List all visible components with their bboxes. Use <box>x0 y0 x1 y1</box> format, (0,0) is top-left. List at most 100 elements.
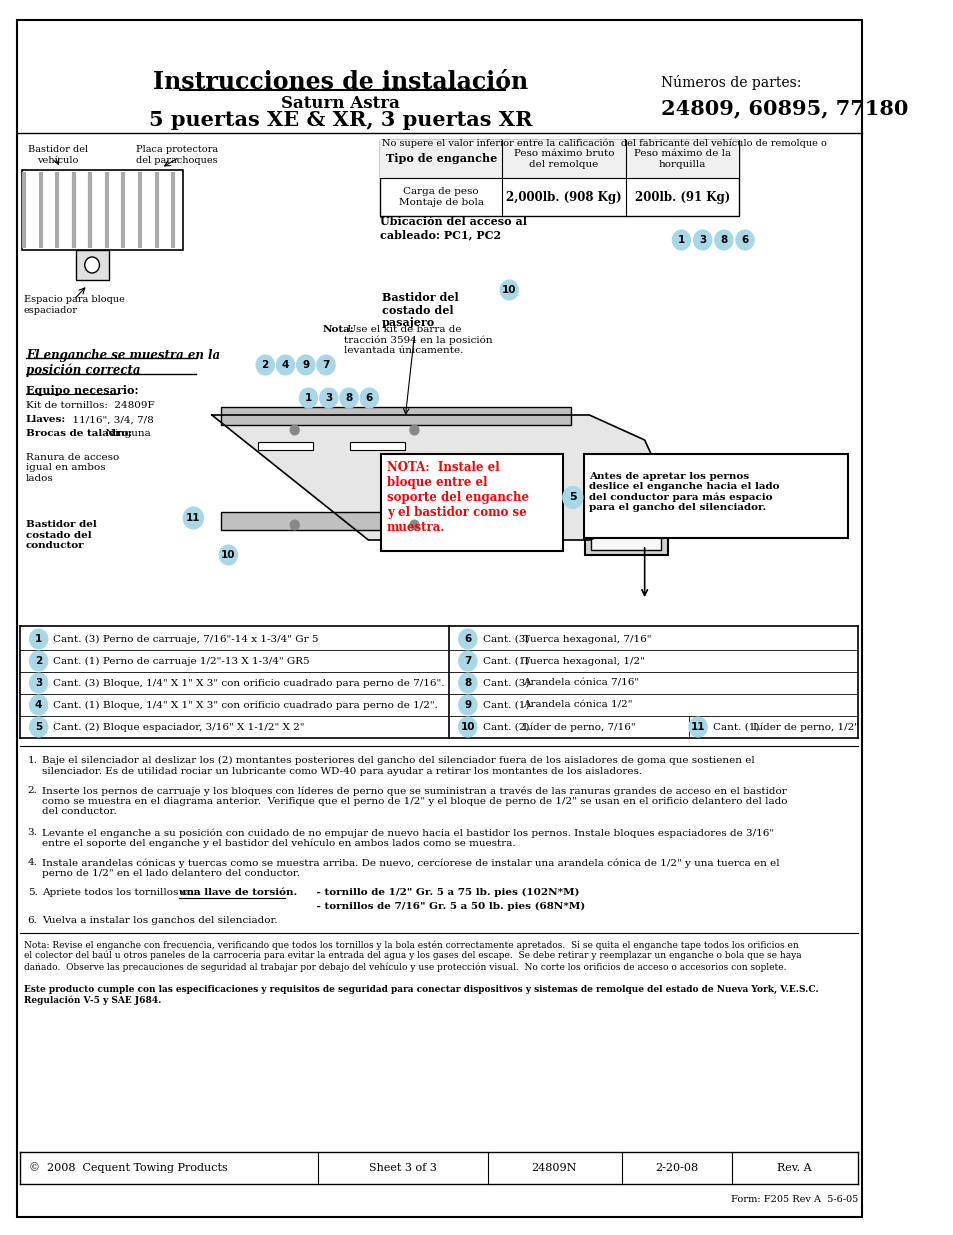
Text: Instrucciones de instalación: Instrucciones de instalación <box>153 70 528 94</box>
Circle shape <box>693 230 711 249</box>
Text: 24809N: 24809N <box>531 1163 577 1173</box>
Bar <box>591 500 660 550</box>
Text: Form: F205 Rev A  5-6-05: Form: F205 Rev A 5-6-05 <box>730 1195 858 1204</box>
Text: posición correcta: posición correcta <box>26 363 140 377</box>
Text: Use el kit de barra de
tracción 3594 en la posición
levantada únicamente.: Use el kit de barra de tracción 3594 en … <box>343 325 492 356</box>
Text: Cant. (2): Cant. (2) <box>482 722 529 731</box>
Text: 1: 1 <box>678 235 684 245</box>
Text: Peso máximo bruto
del remolque: Peso máximo bruto del remolque <box>514 149 614 169</box>
Text: Perno de carruaje, 7/16"-14 x 1-3/4" Gr 5: Perno de carruaje, 7/16"-14 x 1-3/4" Gr … <box>103 635 318 643</box>
Text: Cant. (1): Cant. (1) <box>482 700 529 709</box>
Text: Cant. (3): Cant. (3) <box>482 678 529 688</box>
Circle shape <box>735 230 754 249</box>
Text: Ubicación del acceso al
cableado: PC1, PC2: Ubicación del acceso al cableado: PC1, P… <box>380 216 527 240</box>
Text: 4: 4 <box>35 700 42 710</box>
Circle shape <box>255 354 274 375</box>
Text: Kit de tornillos:  24809F: Kit de tornillos: 24809F <box>26 401 154 410</box>
Text: 10: 10 <box>460 722 475 732</box>
Circle shape <box>290 520 299 530</box>
Circle shape <box>458 673 476 693</box>
Text: Ranura de acceso
igual en ambos
lados: Ranura de acceso igual en ambos lados <box>26 453 119 483</box>
Text: una llave de torsión.: una llave de torsión. <box>178 888 296 897</box>
Text: 3.: 3. <box>28 827 37 837</box>
Circle shape <box>714 230 732 249</box>
Text: 2,000lb. (908 Kg): 2,000lb. (908 Kg) <box>506 190 621 204</box>
Text: Carga de peso
Montaje de bola: Carga de peso Montaje de bola <box>398 188 483 206</box>
Text: 200lb. (91 Kg): 200lb. (91 Kg) <box>634 190 729 204</box>
Circle shape <box>290 425 299 435</box>
Text: 4: 4 <box>281 359 289 370</box>
Text: - tornillo de 1/2" Gr. 5 a 75 lb. pies (102N*M): - tornillo de 1/2" Gr. 5 a 75 lb. pies (… <box>313 888 579 897</box>
Circle shape <box>688 718 706 737</box>
Circle shape <box>183 508 203 529</box>
Bar <box>257 442 313 450</box>
Text: Bastidor del
vehículo: Bastidor del vehículo <box>28 146 88 164</box>
Text: 8: 8 <box>345 393 353 403</box>
Text: Bloque, 1/4" X 1" X 3" con orificio cuadrado para perno de 7/16".: Bloque, 1/4" X 1" X 3" con orificio cuad… <box>103 678 444 688</box>
Text: 10: 10 <box>501 285 516 295</box>
Text: Peso máximo de la
horquilla: Peso máximo de la horquilla <box>633 149 730 169</box>
Text: Cant. (3): Cant. (3) <box>53 678 100 688</box>
Text: Arandela cónica 1/2": Arandela cónica 1/2" <box>522 700 632 709</box>
Circle shape <box>30 629 48 650</box>
Text: Tuerca hexagonal, 7/16": Tuerca hexagonal, 7/16" <box>522 635 651 643</box>
Circle shape <box>458 718 476 737</box>
Text: NOTA:  Instale el
bloque entre el
soporte del enganche
y el bastidor como se
mue: NOTA: Instale el bloque entre el soporte… <box>386 461 528 534</box>
Text: 1: 1 <box>305 393 312 403</box>
Text: Rev. A: Rev. A <box>777 1163 811 1173</box>
Text: Tipo de enganche: Tipo de enganche <box>385 153 497 164</box>
Text: Cant. (3): Cant. (3) <box>482 635 529 643</box>
Circle shape <box>30 673 48 693</box>
Circle shape <box>316 354 335 375</box>
Text: Números de partes:: Números de partes: <box>660 74 801 89</box>
Bar <box>584 496 667 555</box>
Text: 2: 2 <box>35 656 42 666</box>
Bar <box>380 140 738 178</box>
Text: Ninguna: Ninguna <box>98 430 151 438</box>
Text: Saturn Astra: Saturn Astra <box>281 95 399 111</box>
Text: Perno de carruaje 1/2"-13 X 1-3/4" GR5: Perno de carruaje 1/2"-13 X 1-3/4" GR5 <box>103 657 310 666</box>
Text: Este producto cumple con las especificaciones y requisitos de seguridad para con: Este producto cumple con las especificac… <box>24 986 818 1005</box>
Text: 3: 3 <box>35 678 42 688</box>
Circle shape <box>276 354 294 375</box>
Text: 6: 6 <box>464 634 471 643</box>
Text: 11: 11 <box>186 513 200 522</box>
Text: 3: 3 <box>699 235 705 245</box>
Circle shape <box>299 388 317 408</box>
Text: 6: 6 <box>740 235 748 245</box>
Text: 2.: 2. <box>28 785 37 795</box>
Circle shape <box>30 718 48 737</box>
Text: 4.: 4. <box>28 858 37 867</box>
Text: Apriete todos los tornillos con: Apriete todos los tornillos con <box>42 888 204 897</box>
Text: 2-20-08: 2-20-08 <box>655 1163 698 1173</box>
Bar <box>221 408 571 425</box>
Bar <box>75 249 109 280</box>
Text: Brocas de taladro:: Brocas de taladro: <box>26 430 132 438</box>
Text: Líder de perno, 1/2": Líder de perno, 1/2" <box>753 722 859 732</box>
Text: 11/16", 3/4, 7/8: 11/16", 3/4, 7/8 <box>67 415 153 425</box>
Circle shape <box>319 388 337 408</box>
Circle shape <box>410 425 418 435</box>
Circle shape <box>85 257 99 273</box>
Text: Antes de apretar los pernos
deslice el enganche hacia el lado
del conductor para: Antes de apretar los pernos deslice el e… <box>589 472 780 513</box>
Text: Tuerca hexagonal, 1/2": Tuerca hexagonal, 1/2" <box>522 657 644 666</box>
Polygon shape <box>212 415 662 540</box>
Text: Equipo necesario:: Equipo necesario: <box>26 384 138 395</box>
Text: Cant. (1): Cant. (1) <box>53 700 100 709</box>
Text: 1: 1 <box>35 634 42 643</box>
Text: Nota: Revise el enganche con frecuencia, verificando que todos los tornillos y l: Nota: Revise el enganche con frecuencia,… <box>24 940 801 972</box>
Text: 24809, 60895, 77180: 24809, 60895, 77180 <box>660 98 907 119</box>
Text: Líder de perno, 7/16": Líder de perno, 7/16" <box>522 722 635 732</box>
Text: Cant. (1): Cant. (1) <box>482 657 529 666</box>
Text: 5: 5 <box>568 493 576 503</box>
Circle shape <box>499 280 517 300</box>
Text: Llaves:: Llaves: <box>26 415 66 425</box>
Circle shape <box>30 651 48 671</box>
Text: 8: 8 <box>720 235 727 245</box>
Text: Arandela cónica 7/16": Arandela cónica 7/16" <box>522 678 639 688</box>
Text: ©  2008  Cequent Towing Products: © 2008 Cequent Towing Products <box>30 1162 228 1173</box>
Circle shape <box>30 695 48 715</box>
Text: 6.: 6. <box>28 916 37 925</box>
Text: Bastidor del
costado del
conductor: Bastidor del costado del conductor <box>26 520 96 550</box>
Circle shape <box>359 388 378 408</box>
